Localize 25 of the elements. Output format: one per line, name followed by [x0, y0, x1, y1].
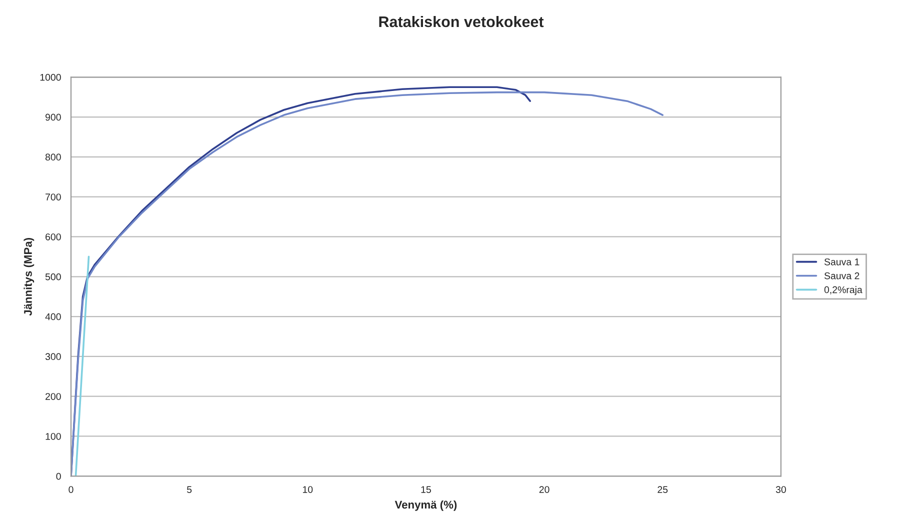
y-tick-label: 700 [46, 194, 61, 200]
y-tick-label: 1000 [40, 74, 61, 81]
x-axis-title: Venymä (%) [394, 500, 457, 511]
legend-label: Sauva 2 [824, 272, 860, 280]
y-tick-label: 100 [46, 432, 61, 440]
y-tick-label: 500 [45, 273, 61, 280]
x-tick-label: 15 [421, 486, 431, 494]
y-tick-label: 400 [45, 313, 61, 320]
y-axis-title: Jännitys (MPa) [24, 238, 34, 316]
x-tick-label: 0 [68, 486, 74, 494]
x-tick-label: 20 [539, 486, 550, 494]
x-tick-label: 5 [187, 486, 192, 494]
legend-label: Sauva 1 [824, 258, 860, 266]
line-series [70, 91, 664, 476]
x-tick-label: 30 [776, 486, 786, 494]
y-tick-label: 600 [46, 233, 61, 240]
y-tick-label: 900 [46, 114, 61, 121]
y-tick-label: 0 [56, 472, 61, 480]
y-tick-label: 800 [45, 154, 61, 161]
chart-title: Ratakiskon vetokokeet [379, 16, 544, 28]
legend-label: 0,2%raja [824, 286, 862, 296]
x-tick-label: 25 [658, 486, 668, 494]
x-tick-label: 10 [302, 486, 313, 494]
y-tick-label: 300 [45, 353, 61, 360]
y-tick-label: 200 [46, 393, 61, 400]
